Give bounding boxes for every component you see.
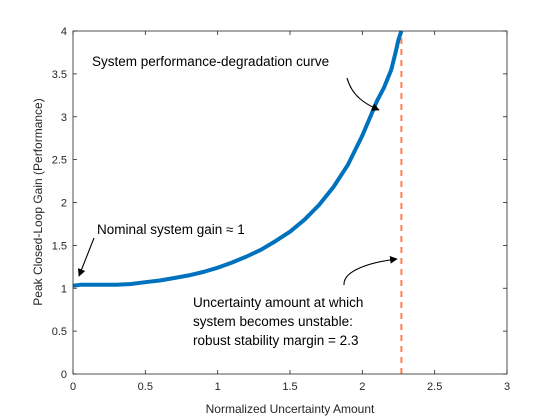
annotation-margin-line-3: robust stability margin = 2.3 xyxy=(193,333,358,348)
x-tick-label: 1 xyxy=(215,381,221,393)
x-tick-label: 2 xyxy=(359,381,365,393)
y-axis-label: Peak Closed-Loop Gain (Performance) xyxy=(31,98,45,305)
annotation-curve: System performance-degradation curve xyxy=(92,54,329,69)
x-tick-label: 0.5 xyxy=(138,381,153,393)
x-tick-label: 3 xyxy=(504,381,510,393)
plot-area xyxy=(73,31,507,374)
y-tick-label: 1 xyxy=(61,283,67,295)
annotation-margin-line-2: system becomes unstable: xyxy=(193,314,353,329)
annotation-margin-arrow xyxy=(343,256,398,286)
y-tick-label: 3 xyxy=(61,112,67,124)
y-tick-label: 0.5 xyxy=(52,326,67,338)
x-tick-label: 2.5 xyxy=(427,381,442,393)
annotation-nominal-arrow xyxy=(77,237,95,277)
annotation-margin-line-1: Uncertainty amount at which xyxy=(193,295,363,310)
y-tick-label: 2.5 xyxy=(52,155,67,167)
series-line-0 xyxy=(72,30,404,288)
y-tick-label: 0 xyxy=(61,369,67,381)
y-tick-label: 1.5 xyxy=(52,240,67,252)
x-tick-label: 0 xyxy=(70,381,76,393)
annotation-curve-arrow xyxy=(346,77,380,111)
y-tick-label: 3.5 xyxy=(52,69,67,81)
x-tick-label: 1.5 xyxy=(282,381,297,393)
annotation-nominal: Nominal system gain ≈ 1 xyxy=(97,222,245,237)
x-axis-label: Normalized Uncertainty Amount xyxy=(206,402,375,416)
y-tick-label: 4 xyxy=(61,26,67,38)
y-tick-label: 2 xyxy=(61,198,67,210)
